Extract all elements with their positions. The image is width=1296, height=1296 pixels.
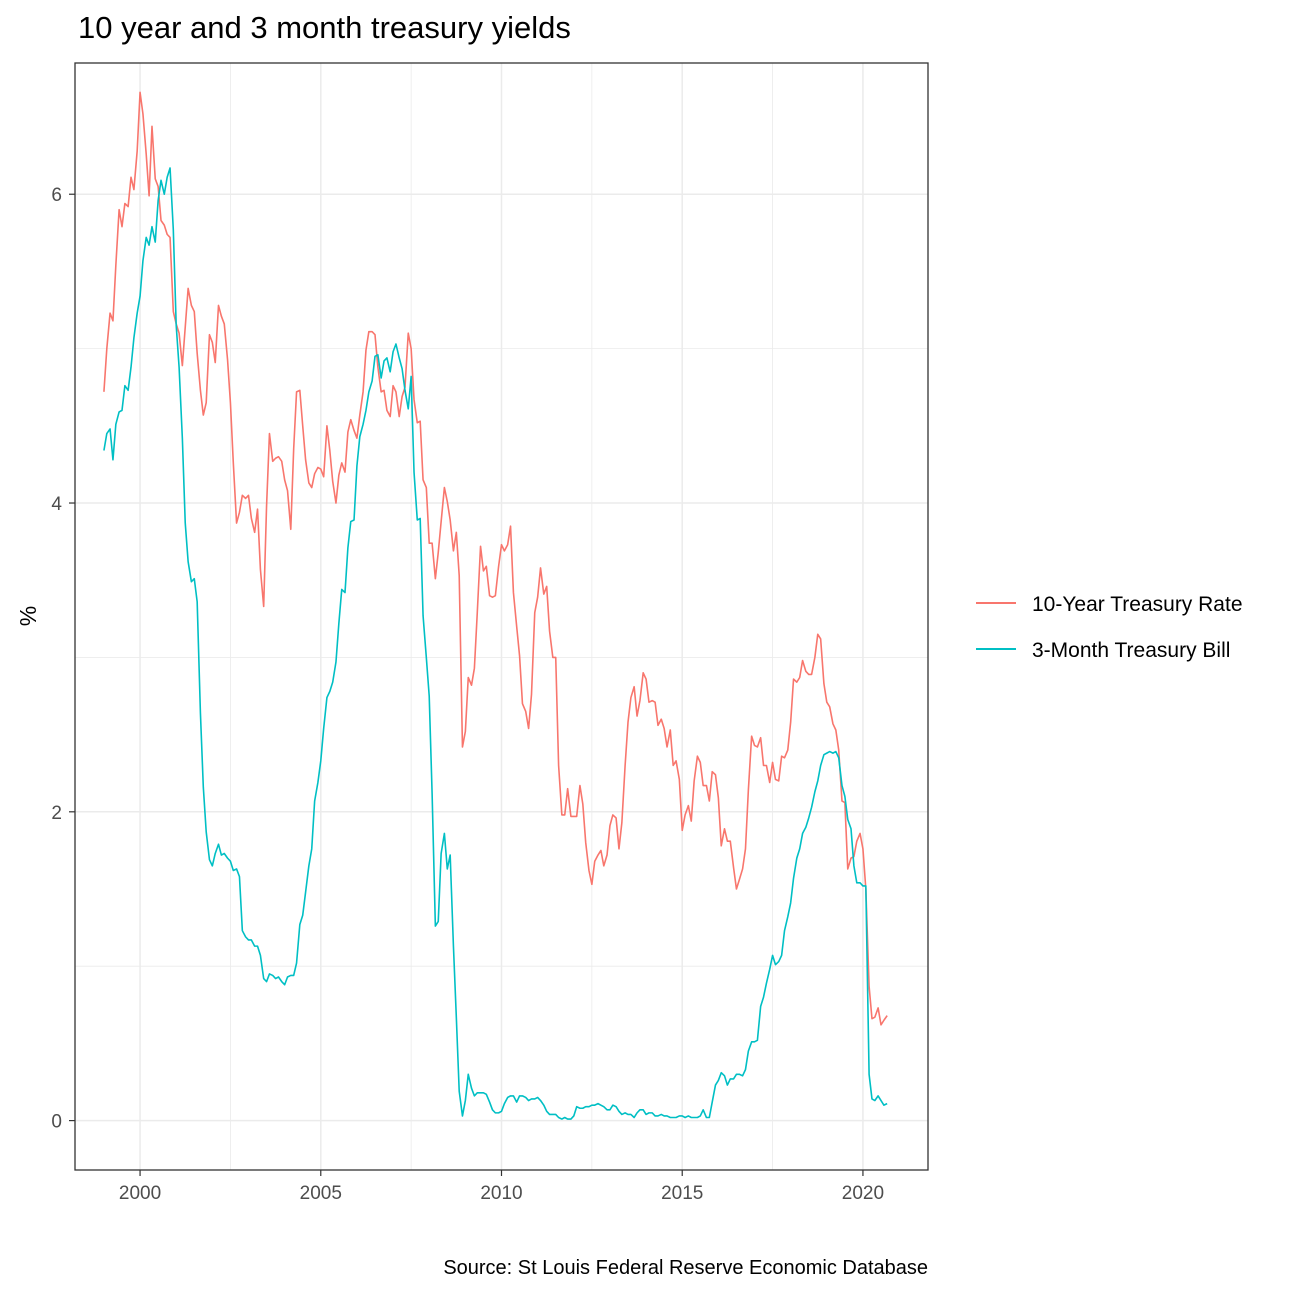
x-tick-label: 2010	[480, 1183, 522, 1204]
grid-lines	[75, 63, 928, 1170]
y-tick-label: 2	[51, 803, 62, 824]
y-axis-title: %	[15, 606, 41, 626]
legend-label: 3-Month Treasury Bill	[1032, 639, 1230, 662]
series-line-three-month	[103, 167, 888, 1120]
y-tick-label: 0	[51, 1112, 62, 1133]
series-line-ten-year	[103, 91, 888, 1026]
axis-ticks: 2000 2005 2010 2015 2020 0 2 4 6	[51, 185, 884, 1204]
x-tick-label: 2020	[842, 1183, 884, 1204]
x-tick-label: 2015	[661, 1183, 703, 1204]
legend: 10-Year Treasury Rate 3-Month Treasury Bi…	[976, 593, 1243, 662]
chart-title: 10 year and 3 month treasury yields	[78, 10, 571, 45]
chart-caption: Source: St Louis Federal Reserve Economi…	[443, 1257, 928, 1279]
x-tick-label: 2000	[119, 1183, 161, 1204]
x-tick-label: 2005	[300, 1183, 342, 1204]
y-tick-label: 4	[51, 494, 62, 515]
y-tick-label: 6	[51, 185, 62, 206]
legend-label: 10-Year Treasury Rate	[1032, 593, 1243, 616]
series-lines	[103, 91, 888, 1120]
